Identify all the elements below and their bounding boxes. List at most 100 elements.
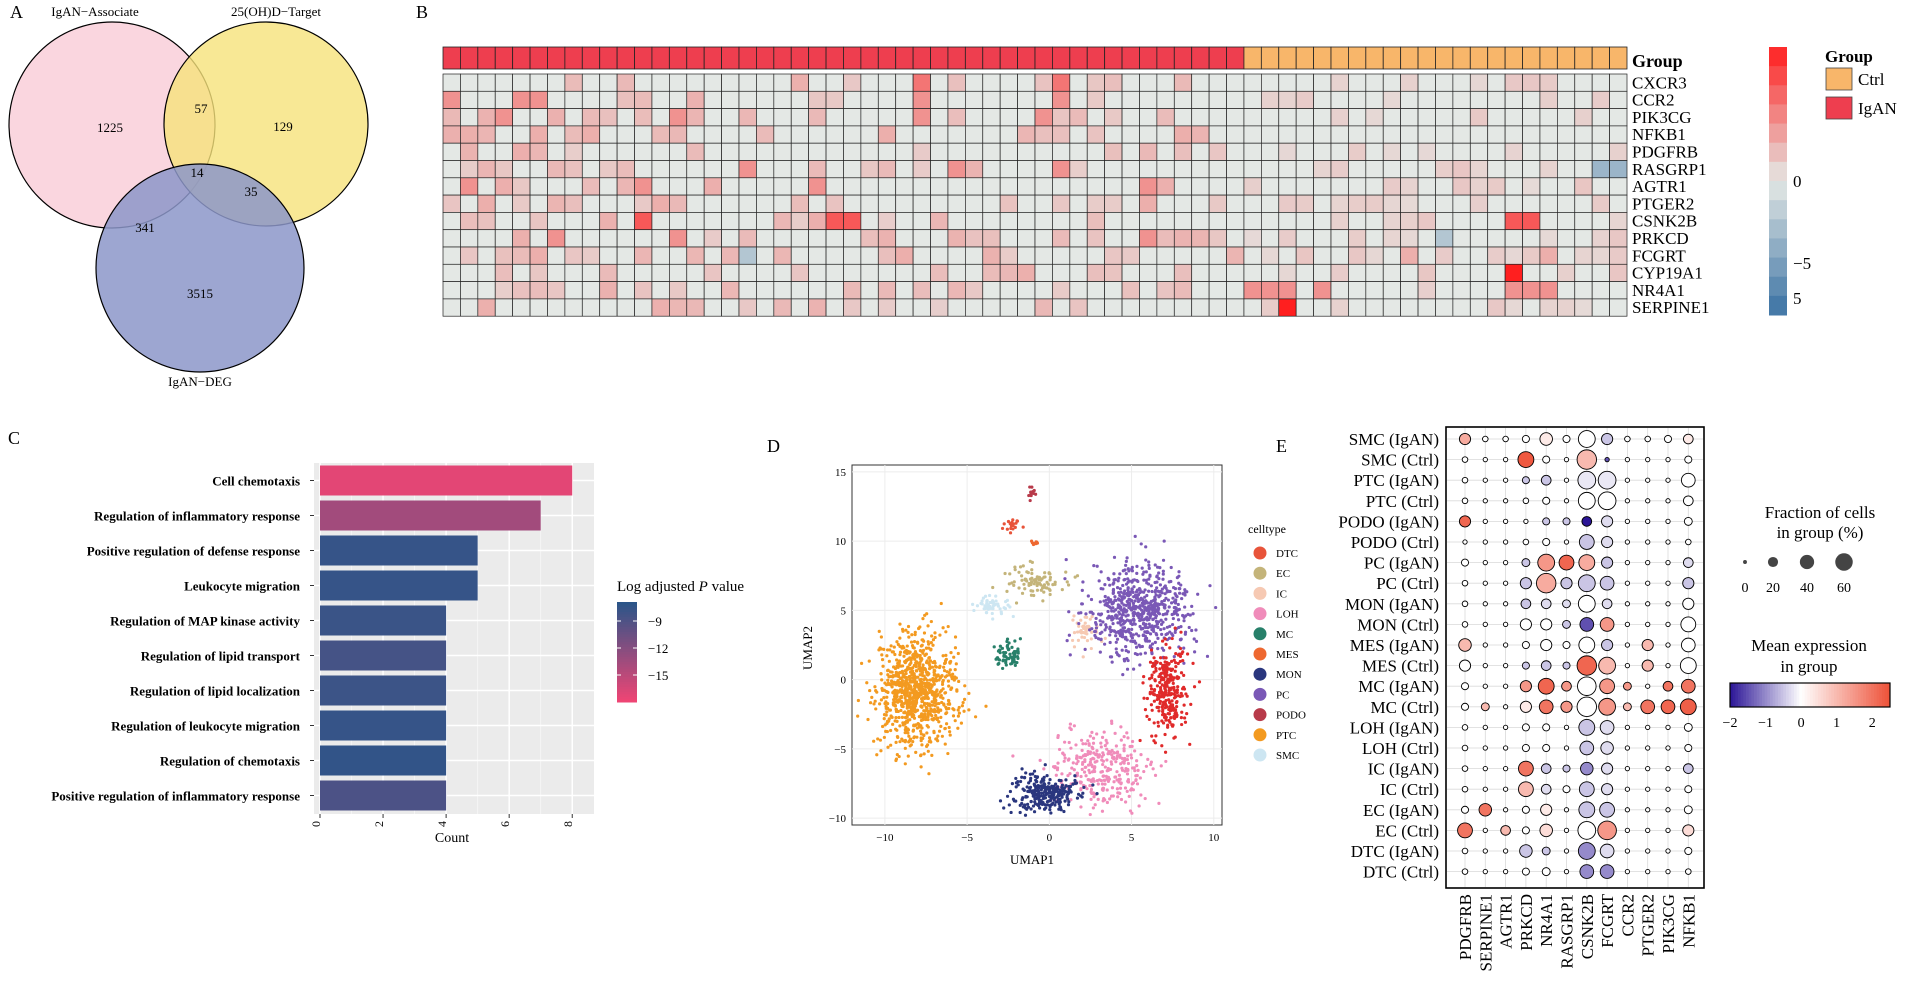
heatmap-cell xyxy=(564,73,583,92)
umap-point-ptc xyxy=(903,684,908,688)
umap-point-ptc xyxy=(917,662,922,666)
heatmap-cell xyxy=(1156,177,1175,196)
bar-colorbar-segment xyxy=(617,694,637,698)
umap-point-ptc xyxy=(933,704,937,708)
umap-point-ptc xyxy=(946,624,950,629)
heatmap-cell xyxy=(1086,229,1105,248)
umap-point-pc xyxy=(1106,604,1110,608)
umap-point-pc xyxy=(1110,660,1114,664)
umap-point-ptc xyxy=(930,634,934,638)
umap-point-ptc xyxy=(943,661,947,665)
heatmap-colorbar-segment xyxy=(1769,104,1787,125)
umap-y-tick-label: 5 xyxy=(841,605,847,617)
umap-point-pc xyxy=(1175,613,1180,617)
umap-point-ptc xyxy=(867,659,871,663)
heatmap-cell xyxy=(1034,125,1053,144)
umap-point-ptc xyxy=(925,701,929,706)
heatmap-cell xyxy=(721,160,740,179)
heatmap-cell xyxy=(1504,90,1523,109)
group-cell-igan xyxy=(1226,46,1245,70)
umap-point-mon xyxy=(1066,803,1071,807)
heatmap-cell xyxy=(1278,263,1297,282)
heatmap-cell xyxy=(756,90,775,109)
heatmap-cell xyxy=(1469,263,1489,282)
umap-point-pc xyxy=(1166,598,1171,602)
umap-point-pc xyxy=(1171,633,1175,638)
heatmap-cell xyxy=(634,246,653,265)
dotplot-dot xyxy=(1558,554,1575,571)
umap-point-ptc xyxy=(956,726,960,730)
umap-point-pc xyxy=(1182,646,1186,650)
umap-point-ptc xyxy=(919,644,923,648)
umap-point-smc xyxy=(1003,607,1008,611)
umap-point-podo xyxy=(1172,658,1176,662)
umap-point-pc xyxy=(1145,581,1149,585)
umap-point-pc xyxy=(1122,592,1126,596)
umap-point-podo xyxy=(1173,735,1177,739)
heatmap-colorbar-segment xyxy=(1769,161,1787,182)
umap-point-ptc xyxy=(885,683,889,687)
heatmap-cell xyxy=(1348,160,1367,179)
umap-point-pc xyxy=(1138,604,1142,608)
heatmap-annotation-label: Group xyxy=(1632,51,1683,71)
umap-point-ptc xyxy=(948,733,952,737)
heatmap-cell xyxy=(1069,194,1088,213)
heatmap-cell xyxy=(1243,246,1262,265)
color-legend-segment xyxy=(1855,683,1859,707)
heatmap-cell xyxy=(460,177,479,196)
heatmap-cell xyxy=(1139,246,1158,265)
heatmap-cell xyxy=(1208,212,1227,231)
umap-point-pc xyxy=(1121,583,1125,588)
umap-point-pc xyxy=(1141,604,1145,608)
umap-point-pc xyxy=(1148,632,1153,636)
heatmap-cell xyxy=(982,194,1001,213)
umap-point-ptc xyxy=(910,715,914,719)
umap-point-ptc xyxy=(922,701,927,705)
heatmap-cell xyxy=(1539,90,1558,109)
heatmap-cell xyxy=(877,194,897,213)
umap-legend-label: PTC xyxy=(1276,730,1296,742)
dotplot-dot xyxy=(1482,477,1488,483)
umap-point-ec xyxy=(1048,575,1053,580)
umap-point-ptc xyxy=(953,719,957,723)
umap-point-pc xyxy=(1132,667,1136,671)
heatmap-cell xyxy=(1313,246,1332,265)
heatmap-cell xyxy=(1382,177,1401,196)
umap-point-podo xyxy=(1149,684,1153,688)
heatmap-cell xyxy=(1069,298,1088,317)
umap-point-loh xyxy=(1136,768,1140,773)
heatmap-cell xyxy=(790,246,809,265)
umap-point-ptc xyxy=(917,626,921,631)
heatmap-cell xyxy=(1574,108,1593,127)
umap-point-loh xyxy=(1084,753,1088,758)
umap-point-mc xyxy=(1004,663,1008,667)
umap-point-pc xyxy=(1086,594,1090,598)
umap-point-loh xyxy=(1135,759,1139,763)
heatmap-cell xyxy=(999,212,1018,231)
heatmap-cell xyxy=(965,90,984,109)
heatmap-cell xyxy=(564,298,583,317)
heatmap-cell xyxy=(1052,229,1071,248)
heatmap-cell xyxy=(529,194,548,213)
umap-point-ptc xyxy=(920,705,924,709)
umap-point-ec xyxy=(1029,581,1033,585)
umap-point-pc xyxy=(1160,632,1164,636)
umap-point-pc xyxy=(1157,571,1161,575)
umap-point-smc xyxy=(985,598,989,603)
heatmap-cell xyxy=(442,73,461,92)
dotplot-dot xyxy=(1665,765,1671,772)
umap-point-mon xyxy=(1014,776,1018,781)
umap-point-pc xyxy=(1169,601,1174,605)
heatmap-cell xyxy=(1278,194,1297,213)
umap-point-ptc xyxy=(946,751,950,756)
umap-point-ptc xyxy=(933,672,937,677)
umap-point-mon xyxy=(1026,802,1030,806)
heatmap-cell xyxy=(1173,125,1193,144)
heatmap-cell xyxy=(1504,298,1523,317)
dotplot-dot xyxy=(1622,702,1632,712)
umap-point-pc xyxy=(1205,654,1210,658)
umap-point-ptc xyxy=(922,709,926,713)
umap-point-loh xyxy=(1088,734,1092,738)
umap-point-ic xyxy=(1088,617,1092,621)
heatmap-cell xyxy=(442,90,461,109)
